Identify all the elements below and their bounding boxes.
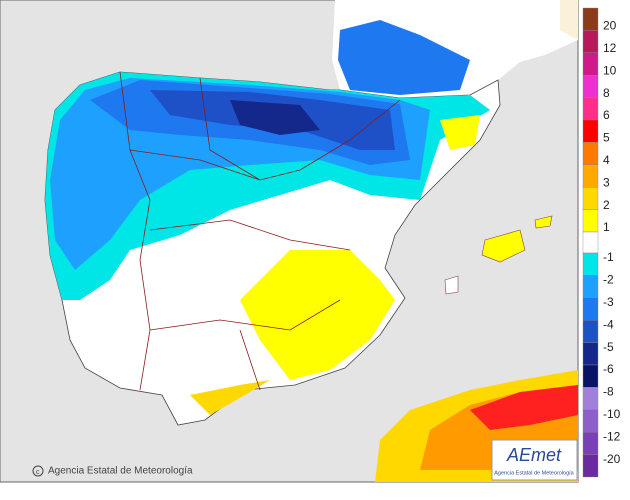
legend-swatch bbox=[582, 432, 599, 455]
legend-swatch bbox=[582, 252, 599, 276]
legend-swatch bbox=[582, 209, 599, 233]
legend-swatch bbox=[582, 297, 599, 321]
yellow-east bbox=[240, 250, 395, 380]
logo-name: AEmet bbox=[506, 445, 562, 465]
legend-label: -8 bbox=[603, 385, 614, 399]
legend-swatch bbox=[582, 7, 599, 31]
borders bbox=[119, 71, 401, 391]
legend-swatch bbox=[582, 142, 599, 165]
legend-label: -10 bbox=[603, 407, 621, 421]
yellow-south bbox=[190, 380, 270, 415]
legend-label: 5 bbox=[603, 131, 610, 145]
copyright-icon bbox=[32, 465, 44, 477]
legend-swatch bbox=[582, 52, 599, 76]
legend-swatch bbox=[582, 97, 599, 121]
legend-swatch bbox=[582, 387, 599, 410]
legend-swatch bbox=[582, 320, 599, 343]
legend-swatch bbox=[582, 454, 599, 478]
legend-swatch bbox=[582, 119, 599, 143]
logo: AEmet Agencia Estatal de Meteorología bbox=[491, 439, 578, 481]
legend-label: 4 bbox=[603, 153, 610, 167]
legend-label: 8 bbox=[603, 86, 610, 100]
legend-label: 2 bbox=[603, 198, 610, 212]
legend-label: 3 bbox=[603, 175, 610, 189]
legend-swatch bbox=[582, 186, 599, 210]
legend-label: 12 bbox=[603, 41, 617, 55]
legend-swatch bbox=[582, 74, 599, 98]
legend-label: -2 bbox=[603, 273, 614, 287]
legend-label: 20 bbox=[603, 19, 617, 33]
legend: 20 12 10 8 6 5 4 3 2 1 -1 -2 -3 -4 -5 -6 -8 -10 -12 -20 bbox=[582, 7, 621, 478]
legend-swatch bbox=[582, 409, 599, 433]
legend-label: -5 bbox=[603, 340, 614, 354]
copyright-c: c bbox=[36, 469, 40, 476]
blue-darkest bbox=[230, 100, 320, 135]
france-east bbox=[560, 0, 578, 40]
legend-swatch bbox=[582, 364, 599, 388]
legend-label: 6 bbox=[603, 108, 610, 122]
legend-swatch bbox=[582, 275, 599, 298]
africa-hot bbox=[470, 385, 578, 430]
legend-swatch bbox=[582, 342, 599, 366]
mallorca bbox=[481, 229, 526, 263]
logo-subtitle: Agencia Estatal de Meteorología bbox=[494, 470, 574, 476]
logo-box bbox=[491, 439, 578, 481]
legend-label: -4 bbox=[603, 317, 614, 331]
legend-label: -12 bbox=[603, 429, 621, 443]
ibiza bbox=[444, 275, 459, 295]
credit-text: Agencia Estatal de Meteorología bbox=[48, 466, 193, 477]
pyrenees-cold bbox=[338, 20, 470, 95]
legend-label: -20 bbox=[603, 452, 621, 466]
legend-label: 10 bbox=[603, 63, 617, 77]
map bbox=[0, 0, 579, 483]
yellow-northeast bbox=[440, 115, 480, 150]
credit: c Agencia Estatal de Meteorología bbox=[32, 465, 193, 477]
legend-label: -6 bbox=[603, 362, 614, 376]
menorca bbox=[534, 215, 553, 229]
legend-label: -1 bbox=[603, 250, 614, 264]
legend-swatch bbox=[582, 30, 599, 53]
legend-swatch bbox=[582, 164, 599, 188]
legend-gap bbox=[582, 231, 599, 254]
legend-label: -3 bbox=[603, 295, 614, 309]
legend-label: 1 bbox=[603, 220, 610, 234]
